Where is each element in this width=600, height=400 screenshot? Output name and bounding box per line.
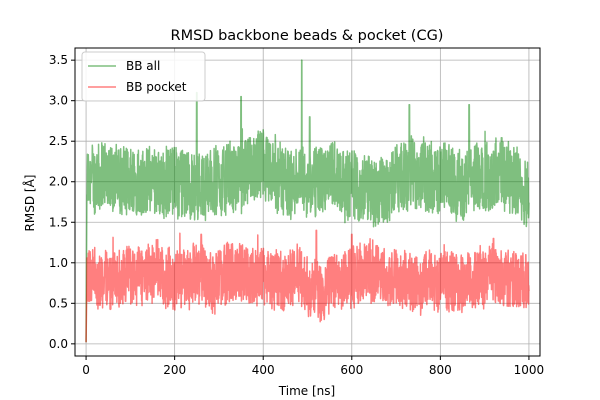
y-tick-label: 0.5 [49,296,68,310]
legend-label-bb-all: BB all [126,59,160,73]
x-tick-label: 0 [82,363,90,377]
legend-label-bb-pocket: BB pocket [126,80,187,94]
x-tick-label: 800 [429,363,452,377]
chart-title: RMSD backbone beads & pocket (CG) [171,28,444,44]
x-tick-label: 1000 [514,363,545,377]
y-axis-ticks: 0.0 0.5 1.0 1.5 2.0 2.5 3.0 3.5 [49,53,75,351]
y-tick-label: 1.0 [49,256,68,270]
y-tick-label: 1.5 [49,215,68,229]
x-tick-label: 600 [340,363,363,377]
plot-frame [74,47,541,357]
y-tick-label: 3.0 [49,94,68,108]
series-line-bb-pocket [85,229,530,343]
y-axis-label: RMSD [Å] [22,175,37,232]
x-axis-label: Time [ns] [278,384,335,398]
x-tick-label: 200 [163,363,186,377]
series-layer [85,59,530,343]
y-tick-label: 2.0 [49,175,68,189]
series-line-bb-all [85,59,530,343]
x-tick-label: 400 [252,363,275,377]
y-tick-label: 2.5 [49,134,68,148]
x-axis-ticks: 0 200 400 600 800 1000 [82,356,544,377]
legend: BB all BB pocket [81,51,206,102]
y-tick-label: 3.5 [49,53,68,67]
y-tick-label: 0.0 [49,337,68,351]
legend-box [81,51,206,102]
